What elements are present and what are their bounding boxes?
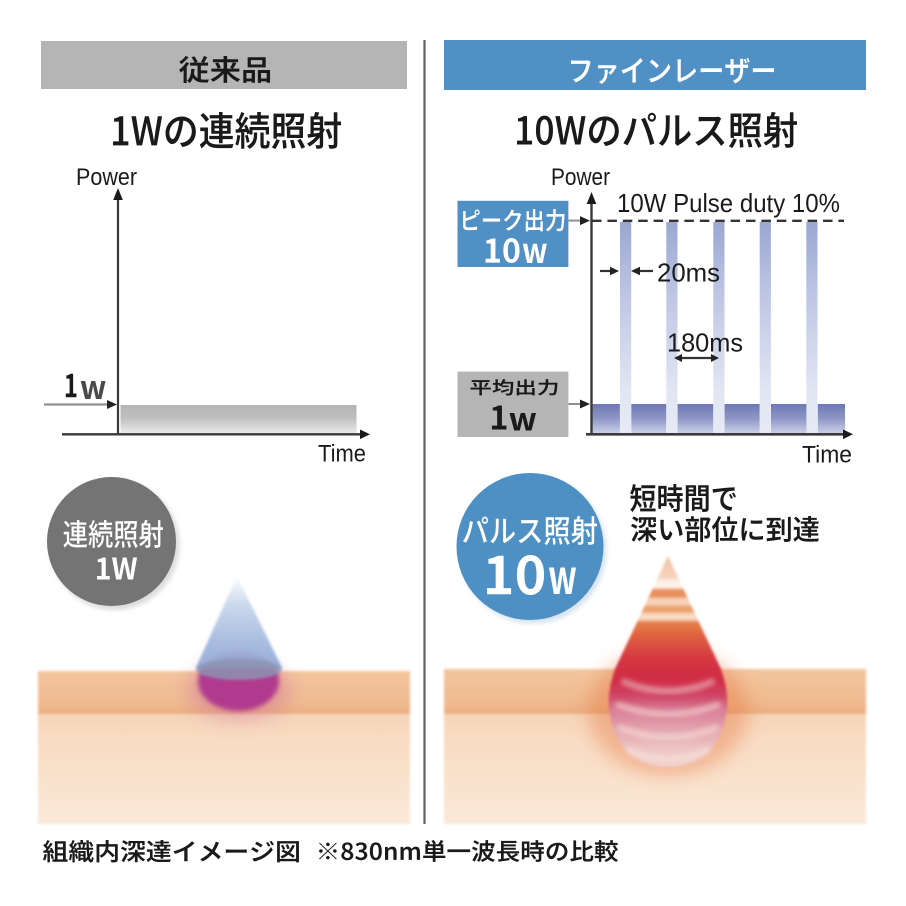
svg-text:10W Pulse duty 10%: 10W Pulse duty 10% (617, 188, 840, 218)
svg-text:Time: Time (802, 442, 852, 469)
svg-text:Time: Time (318, 441, 366, 468)
svg-text:Power: Power (551, 164, 610, 191)
svg-text:Power: Power (76, 164, 137, 191)
svg-text:180ms: 180ms (667, 328, 743, 358)
svg-text:20ms: 20ms (657, 258, 720, 288)
